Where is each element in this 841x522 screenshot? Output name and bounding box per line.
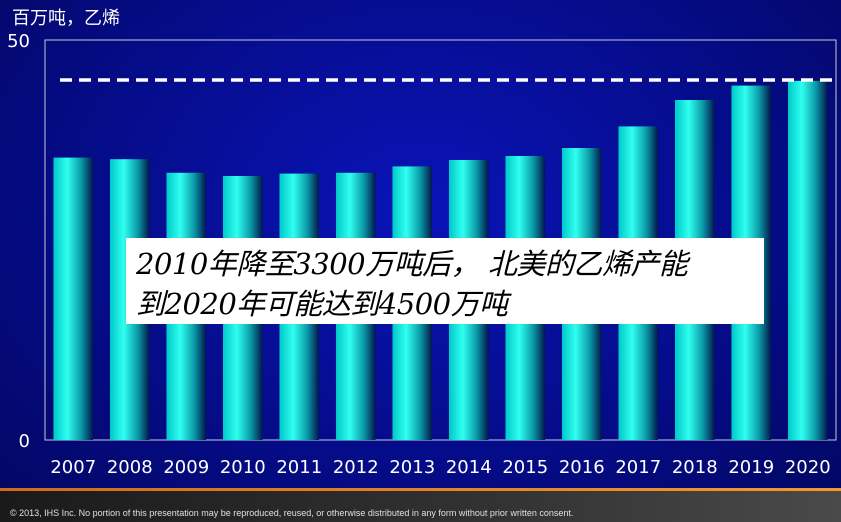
- y-tick-label: 50: [7, 31, 30, 52]
- x-tick-label: 2018: [672, 457, 718, 478]
- x-tick-label: 2016: [559, 457, 605, 478]
- y-tick-label: 0: [19, 431, 30, 452]
- footer-band: © 2013, IHS Inc. No portion of this pres…: [0, 488, 841, 522]
- x-tick-label: 2017: [615, 457, 661, 478]
- copyright-notice: © 2013, IHS Inc. No portion of this pres…: [10, 508, 574, 518]
- bar-2007: [53, 157, 94, 440]
- x-tick-label: 2007: [50, 457, 96, 478]
- plot-area: [44, 39, 837, 441]
- x-tick-label: 2020: [785, 457, 831, 478]
- x-tick-label: 2010: [220, 457, 266, 478]
- y-axis-label: 百万吨，乙烯: [12, 8, 120, 29]
- x-tick-label: 2015: [502, 457, 548, 478]
- annotation-callout: 2010年降至3300万吨后， 北美的乙烯产能 到2020年可能达到4500万吨: [126, 238, 764, 324]
- footer-accent-line: [0, 488, 841, 491]
- callout-line-2: 到2020年可能达到4500万吨: [136, 287, 508, 321]
- x-tick-label: 2008: [107, 457, 153, 478]
- x-tick-label: 2009: [163, 457, 209, 478]
- x-tick-label: 2019: [728, 457, 774, 478]
- callout-line-1: 2010年降至3300万吨后， 北美的乙烯产能: [136, 247, 688, 281]
- bar-2020: [787, 80, 828, 441]
- x-tick-label: 2011: [276, 457, 322, 478]
- x-tick-label: 2013: [389, 457, 435, 478]
- x-tick-label: 2012: [333, 457, 379, 478]
- x-tick-label: 2014: [446, 457, 492, 478]
